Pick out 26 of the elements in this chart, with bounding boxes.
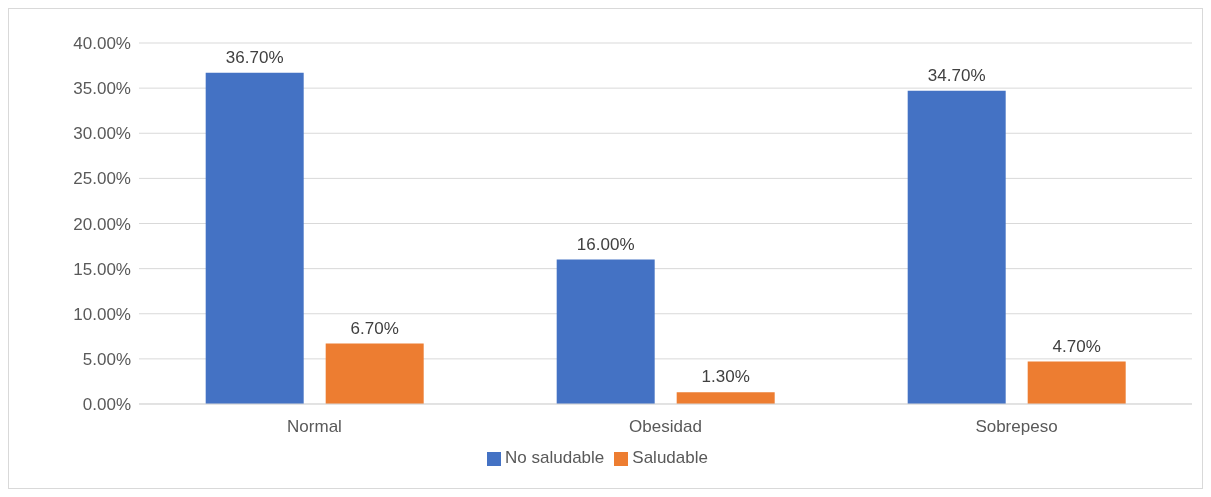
x-tick-label: Sobrepeso [975, 417, 1058, 437]
bar [1027, 361, 1126, 404]
data-label: 34.70% [927, 65, 986, 85]
y-tick-label: 35.00% [73, 79, 131, 99]
data-label: 1.30% [701, 367, 750, 387]
y-tick-label: 0.00% [82, 395, 131, 415]
bar [556, 259, 655, 404]
y-tick-label: 5.00% [82, 349, 131, 369]
bar [325, 343, 424, 404]
legend-label: No saludable [505, 448, 605, 467]
y-tick-label: 20.00% [73, 214, 131, 234]
x-tick-label: Normal [287, 417, 342, 437]
y-tick-label: 10.00% [73, 304, 131, 324]
y-tick-label: 40.00% [73, 34, 131, 54]
legend-label: Saludable [632, 448, 708, 467]
bar [907, 90, 1006, 404]
y-tick-label: 30.00% [73, 124, 131, 144]
data-label: 36.70% [225, 47, 284, 67]
y-tick-label: 25.00% [73, 169, 131, 189]
x-tick-label: Obesidad [629, 417, 702, 437]
data-label: 4.70% [1052, 336, 1101, 356]
data-label: 6.70% [350, 318, 399, 338]
data-label: 16.00% [576, 234, 635, 254]
bar [676, 392, 775, 404]
bar [205, 72, 304, 404]
y-tick-label: 15.00% [73, 259, 131, 279]
